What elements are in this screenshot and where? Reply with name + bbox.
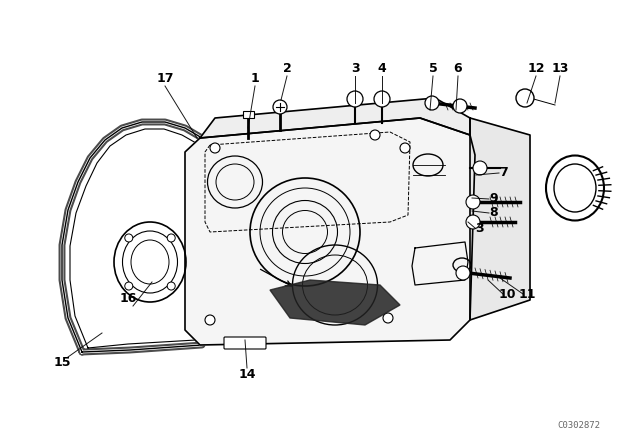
Text: 16: 16 <box>119 292 137 305</box>
Text: C0302872: C0302872 <box>557 421 600 430</box>
Text: 5: 5 <box>429 61 437 74</box>
Text: 8: 8 <box>490 207 499 220</box>
Circle shape <box>210 143 220 153</box>
Text: 7: 7 <box>500 167 508 180</box>
Text: 4: 4 <box>378 61 387 74</box>
Text: 10: 10 <box>499 288 516 301</box>
FancyBboxPatch shape <box>243 112 253 119</box>
Polygon shape <box>62 122 202 352</box>
Circle shape <box>466 195 480 209</box>
FancyBboxPatch shape <box>224 337 266 349</box>
Circle shape <box>456 266 470 280</box>
Text: 11: 11 <box>518 288 536 301</box>
Text: 15: 15 <box>53 357 71 370</box>
Text: 3: 3 <box>476 221 484 234</box>
Circle shape <box>466 215 480 229</box>
Text: 3: 3 <box>351 61 359 74</box>
Text: 17: 17 <box>156 72 173 85</box>
Polygon shape <box>200 98 470 138</box>
Polygon shape <box>185 118 475 345</box>
Circle shape <box>453 99 467 113</box>
Text: 12: 12 <box>527 61 545 74</box>
Circle shape <box>383 313 393 323</box>
Text: 9: 9 <box>490 193 499 206</box>
Text: 14: 14 <box>238 369 256 382</box>
Circle shape <box>125 234 132 242</box>
Text: 6: 6 <box>454 61 462 74</box>
Circle shape <box>205 315 215 325</box>
Text: 13: 13 <box>551 61 569 74</box>
Circle shape <box>374 91 390 107</box>
Circle shape <box>125 282 132 290</box>
Circle shape <box>167 234 175 242</box>
Circle shape <box>425 96 439 110</box>
Circle shape <box>370 130 380 140</box>
Circle shape <box>473 161 487 175</box>
Circle shape <box>400 143 410 153</box>
Text: 2: 2 <box>283 61 291 74</box>
Circle shape <box>167 282 175 290</box>
Circle shape <box>273 100 287 114</box>
Polygon shape <box>470 118 530 320</box>
Circle shape <box>347 91 363 107</box>
Polygon shape <box>270 280 400 325</box>
Text: 1: 1 <box>251 72 259 85</box>
Circle shape <box>516 89 534 107</box>
